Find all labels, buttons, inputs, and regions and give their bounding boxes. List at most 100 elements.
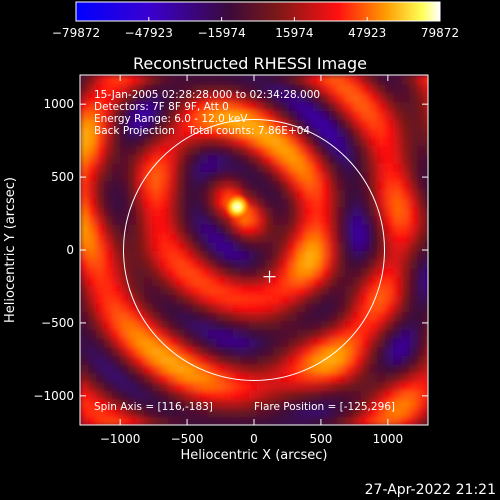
heatmap-cell [425, 355, 428, 365]
heatmap-cell [248, 250, 258, 260]
heatmap-cell [176, 372, 186, 383]
heatmap-cell [88, 197, 98, 208]
heatmap-cell [304, 101, 314, 111]
heatmap-cell [192, 416, 202, 425]
heatmap-cell [168, 320, 178, 330]
heatmap-cell [104, 293, 114, 304]
heatmap-cell [280, 153, 290, 164]
heatmap-cell [232, 285, 242, 295]
heatmap-cell [104, 320, 114, 330]
heatmap-cell [312, 197, 322, 208]
heatmap-cell [369, 171, 379, 181]
heatmap-cell [192, 241, 202, 251]
heatmap-cell [288, 390, 298, 400]
heatmap-cell [216, 285, 226, 295]
heatmap-cell [224, 118, 234, 129]
heatmap-cell [208, 110, 218, 120]
heatmap-cell [136, 162, 146, 173]
heatmap-cell [417, 416, 427, 425]
heatmap-cell [409, 398, 419, 409]
heatmap-cell [288, 110, 298, 120]
heatmap-cell [369, 101, 379, 111]
heatmap-cell [353, 337, 363, 348]
heatmap-cell [176, 136, 186, 146]
heatmap-cell [256, 145, 266, 155]
heatmap-cell [320, 372, 330, 383]
heatmap-cell [401, 188, 411, 199]
heatmap-cell [168, 372, 178, 383]
heatmap-cell [385, 381, 395, 391]
heatmap-cell [184, 206, 194, 216]
heatmap-cell [401, 372, 411, 383]
heatmap-cell [336, 136, 347, 146]
heatmap-cell [184, 145, 194, 155]
heatmap-cell [96, 407, 106, 418]
heatmap-cell [280, 92, 290, 103]
heatmap-cell [184, 311, 194, 321]
heatmap-cell [345, 381, 355, 391]
heatmap-cell [288, 302, 298, 313]
heatmap-cell [256, 153, 266, 164]
heatmap-cell [224, 276, 234, 286]
heatmap-cell [288, 162, 298, 173]
heatmap-cell [304, 258, 314, 269]
heatmap-cell [104, 136, 114, 146]
heatmap-cell [144, 180, 154, 190]
heatmap-cell [272, 285, 282, 295]
heatmap-cell [160, 337, 170, 348]
heatmap-cell [224, 407, 234, 418]
heatmap-cell [393, 180, 403, 190]
heatmap-cell [104, 75, 114, 85]
heatmap-cell [401, 75, 411, 85]
heatmap-cell [401, 390, 411, 400]
heatmap-cell [128, 398, 138, 409]
heatmap-cell [184, 381, 194, 391]
heatmap-cell [128, 145, 138, 155]
heatmap-cell [152, 276, 162, 286]
heatmap-cell [280, 180, 290, 190]
heatmap-cell [401, 320, 411, 330]
heatmap-cell [144, 171, 154, 181]
heatmap-cell [304, 180, 314, 190]
heatmap-cell [128, 381, 138, 391]
heatmap-cell [216, 381, 226, 391]
heatmap-cell [272, 215, 282, 225]
heatmap-cell [369, 162, 379, 173]
heatmap-cell [216, 127, 226, 138]
heatmap-cell [393, 355, 403, 365]
heatmap-cell [232, 293, 242, 304]
heatmap-cell [345, 250, 355, 260]
heatmap-cell [264, 250, 274, 260]
heatmap-cell [256, 118, 266, 129]
heatmap-cell [208, 136, 218, 146]
heatmap-cell [216, 241, 226, 251]
heatmap-cell [152, 390, 162, 400]
heatmap-cell [104, 328, 114, 339]
heatmap-cell [320, 145, 330, 155]
heatmap-cell [224, 302, 234, 313]
heatmap-cell [296, 153, 306, 164]
heatmap-cell [417, 118, 427, 129]
info-line-detectors: Detectors: 7F 8F 9F, Att 0 [94, 101, 229, 113]
heatmap-cell [409, 162, 419, 173]
heatmap-cell [353, 416, 363, 425]
heatmap-cell [160, 416, 170, 425]
heatmap-cell [168, 285, 178, 295]
heatmap-cell [168, 136, 178, 146]
x-tick-label: 1000 [373, 432, 404, 446]
heatmap-cell [248, 355, 258, 365]
heatmap-cell [417, 285, 427, 295]
heatmap-cell [120, 416, 130, 425]
heatmap-cell [369, 127, 379, 138]
heatmap-cell [425, 110, 428, 120]
heatmap-cell [393, 390, 403, 400]
heatmap-cell [240, 285, 250, 295]
heatmap-cell [296, 346, 306, 356]
heatmap-cell [88, 311, 98, 321]
heatmap-cell [353, 153, 363, 164]
heatmap-cell [168, 241, 178, 251]
heatmap-cell [192, 75, 202, 85]
heatmap-cell [184, 250, 194, 260]
heatmap-cell [80, 180, 90, 190]
heatmap-cell [425, 302, 428, 313]
